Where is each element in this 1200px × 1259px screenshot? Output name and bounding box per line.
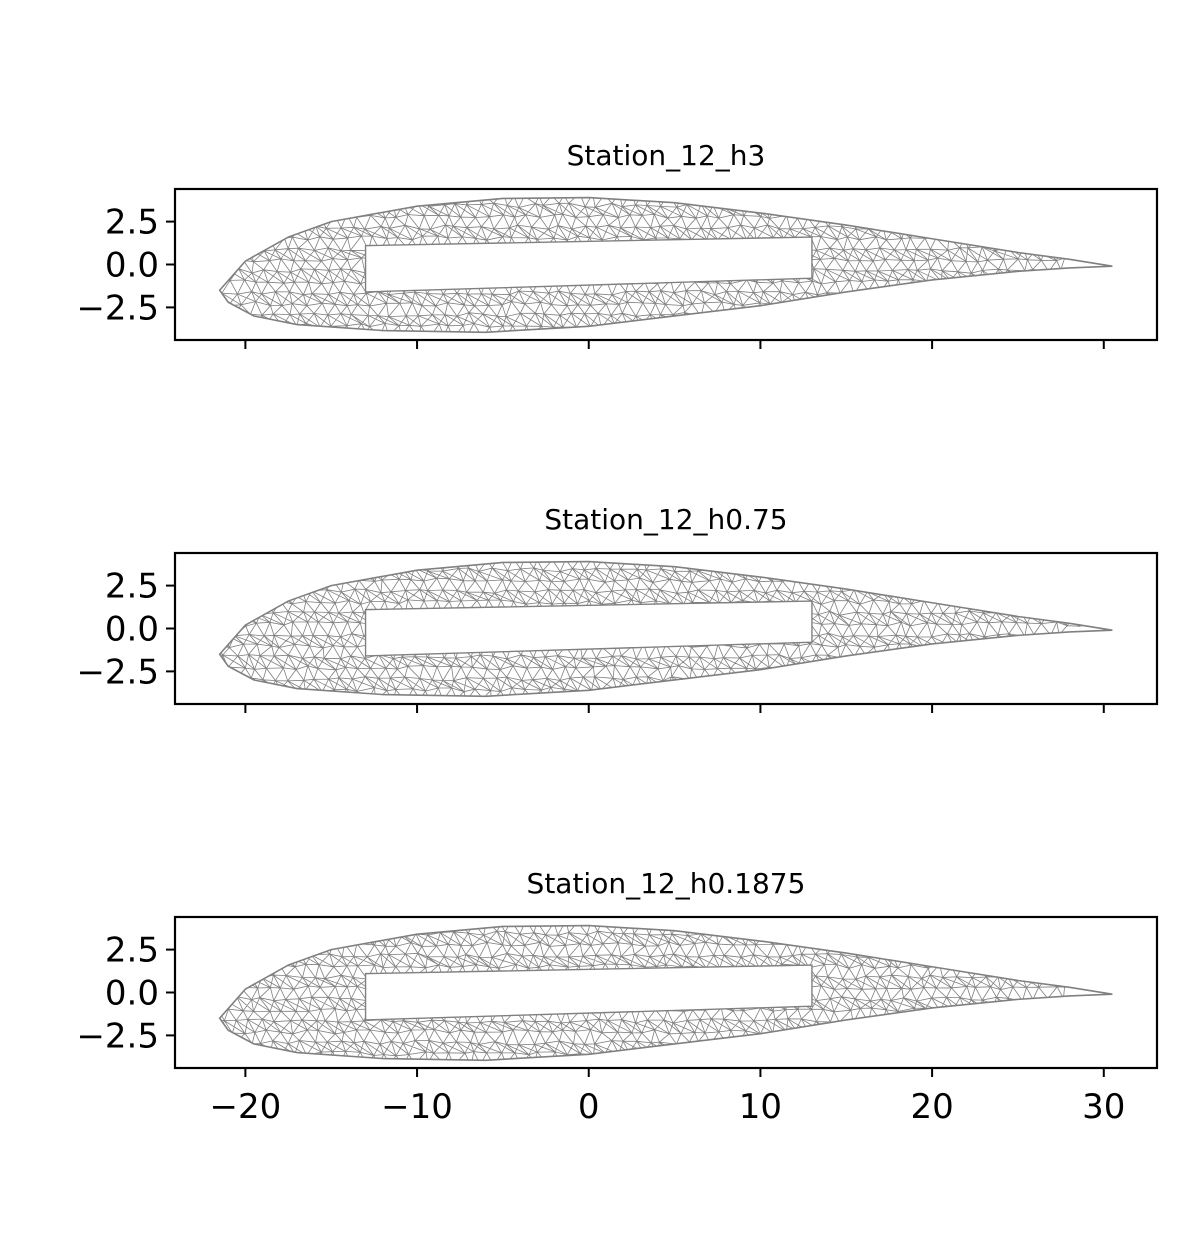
subplot-title: Station_12_h3	[567, 139, 766, 172]
xtick-label: 0	[578, 1087, 600, 1127]
mesh-triangles	[219, 925, 1113, 1061]
ytick-label: −2.5	[76, 288, 159, 328]
cutout-outline	[364, 600, 813, 657]
xtick-label: 20	[910, 1087, 953, 1127]
xtick-label: −20	[210, 1087, 282, 1127]
airfoil-outline	[218, 924, 1113, 1062]
xtick-label: −10	[381, 1087, 453, 1127]
subplot-2: Station_12_h0.75 2.50.0−2.5	[76, 503, 1159, 713]
xtick-label: 30	[1082, 1087, 1125, 1127]
cutout-outline	[364, 236, 813, 293]
ytick-label: 0.0	[105, 610, 159, 650]
ytick-label: 2.5	[105, 567, 159, 607]
ytick-label: −2.5	[76, 1016, 159, 1056]
ytick-label: 2.5	[105, 931, 159, 971]
mesh	[219, 561, 1113, 697]
mesh-triangles	[219, 561, 1113, 697]
airfoil-outline	[218, 560, 1113, 698]
ytick-label: 0.0	[105, 246, 159, 286]
subplot-1: Station_12_h3 2.50.0−2.5	[76, 139, 1159, 349]
mesh-triangles	[219, 197, 1113, 333]
subplot-title: Station_12_h0.75	[544, 503, 787, 536]
ytick-label: 0.0	[105, 974, 159, 1014]
ytick-label: 2.5	[105, 203, 159, 243]
xtick-label: 10	[739, 1087, 782, 1127]
airfoil-outline	[218, 196, 1113, 334]
cutout-outline	[364, 964, 813, 1021]
subplot-title: Station_12_h0.1875	[527, 867, 806, 900]
subplot-3: Station_12_h0.1875 2.50.0−2.5 −20 −10 0 10 20 3…	[76, 867, 1159, 1127]
mesh	[219, 197, 1113, 333]
mesh	[219, 925, 1113, 1061]
ytick-label: −2.5	[76, 652, 159, 692]
